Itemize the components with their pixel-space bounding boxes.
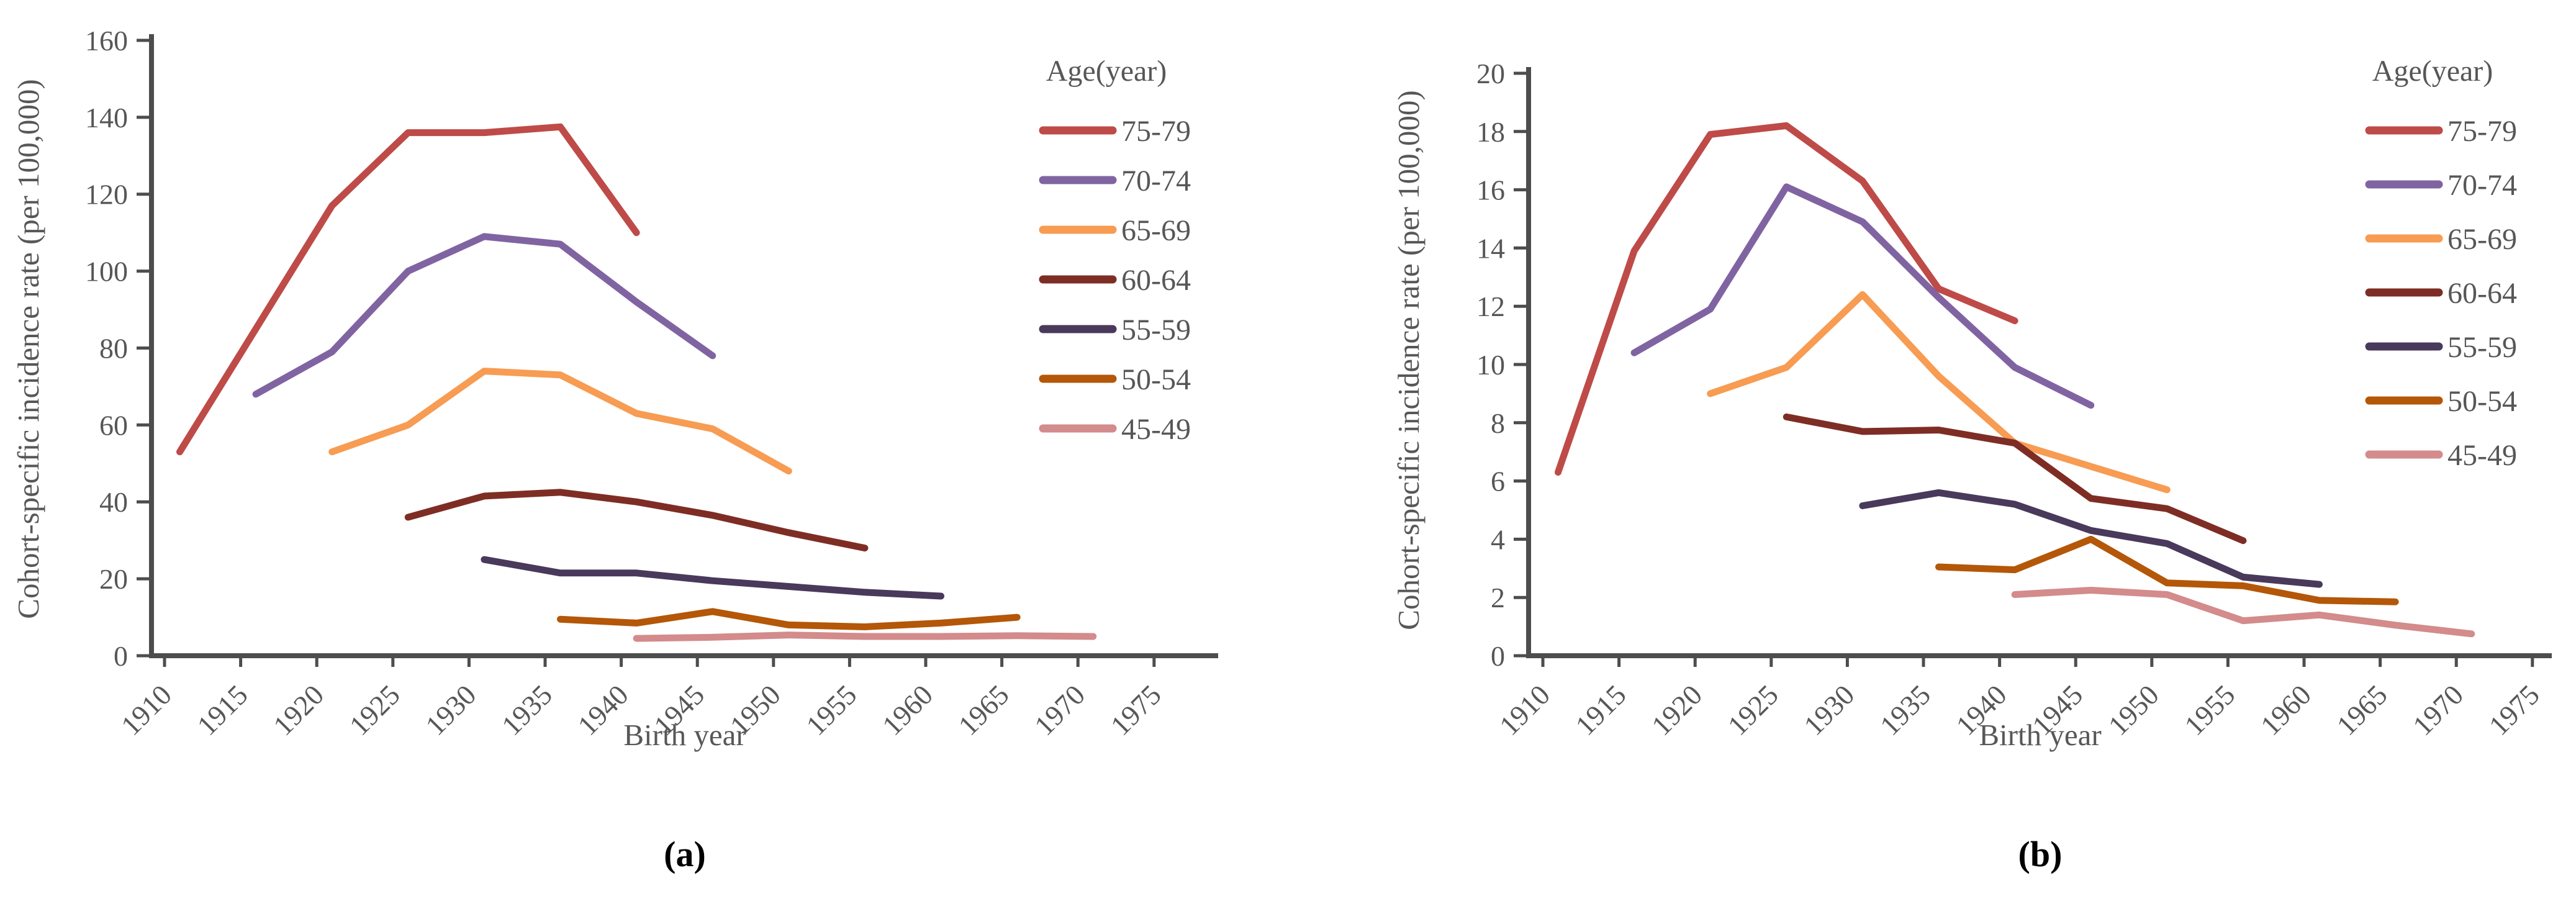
series-line-45-49 (633, 632, 1097, 642)
y-axis-tick-label: 6 (1491, 466, 1505, 497)
x-axis-tick-label: 1970 (2407, 679, 2469, 741)
series-line-75-79 (176, 123, 640, 456)
x-axis-tick-label: 1955 (800, 679, 862, 741)
x-axis-tick-label: 1970 (1028, 679, 1091, 741)
x-axis-tick-label: 1925 (343, 679, 406, 741)
legend-label-55-59: 55-59 (2447, 331, 2517, 364)
legend-label-50-54: 50-54 (1121, 363, 1191, 396)
x-axis-tick-label: 1935 (495, 679, 558, 741)
panel-b-x-axis-title: Birth year (1979, 718, 2101, 752)
legend-label-70-74: 70-74 (1121, 165, 1191, 197)
x-axis-tick-label: 1930 (419, 679, 482, 741)
x-axis-tick-label: 1910 (1493, 679, 1556, 741)
panel-b-y-axis-title: Cohort-specific incidence rate (per 100,… (1391, 90, 1426, 630)
y-axis-tick-label: 140 (85, 102, 128, 134)
panel-b-plot: 0 2 4 6 8 10 12 14 16 18 20 1910 1915 1920 1925 1930 193… (1476, 58, 2552, 741)
x-axis-tick-label: 1955 (2178, 679, 2241, 741)
x-axis-tick-label: 1960 (2254, 679, 2317, 741)
legend-label-70-74: 70-74 (2447, 169, 2517, 202)
y-axis-tick-label: 10 (1476, 349, 1505, 381)
x-axis-tick-label: 1975 (1105, 679, 1167, 741)
panel-a-legend-title: Age(year) (1046, 55, 1167, 88)
series-line-60-64 (1783, 413, 2247, 545)
series-line-45-49 (2011, 587, 2475, 638)
y-axis-tick-label: 12 (1476, 291, 1505, 322)
x-axis-tick-label: 1950 (2102, 679, 2165, 741)
y-axis-tick-label: 14 (1476, 232, 1505, 264)
y-axis-tick-label: 16 (1476, 174, 1505, 206)
legend-label-45-49: 45-49 (2447, 439, 2517, 472)
legend-label-60-64: 60-64 (2447, 277, 2517, 310)
y-axis-tick-label: 100 (85, 256, 128, 288)
legend-label-75-79: 75-79 (2447, 115, 2517, 148)
x-axis-tick-label: 1930 (1797, 679, 1860, 741)
series-line-55-59 (481, 556, 944, 600)
series-line-70-74 (1630, 183, 2095, 409)
legend-label-65-69: 65-69 (1121, 214, 1191, 247)
x-axis-tick-label: 1920 (1645, 679, 1708, 741)
x-axis-tick-label: 1965 (2331, 679, 2393, 741)
x-axis-tick-label: 1935 (1874, 679, 1937, 741)
panel-a-y-axis-title: Cohort-specific incidence rate (per 100,… (11, 79, 45, 618)
series-line-65-69 (328, 368, 792, 475)
panel-a-x-axis-title: Birth year (623, 718, 746, 752)
panel-a-label: (a) (664, 834, 706, 874)
legend-label-65-69: 65-69 (2447, 223, 2517, 256)
x-axis-tick-label: 1910 (115, 679, 178, 741)
x-axis-tick-label: 1915 (191, 679, 254, 741)
series-line-65-69 (1707, 291, 2171, 494)
y-axis-tick-label: 0 (1491, 640, 1505, 672)
legend-label-75-79: 75-79 (1121, 115, 1191, 148)
panel-b-label: (b) (2018, 834, 2063, 874)
series-line-75-79 (1555, 122, 2018, 476)
y-axis-tick-label: 8 (1491, 407, 1505, 439)
legend-label-45-49: 45-49 (1121, 413, 1191, 446)
y-axis-tick-label: 80 (99, 332, 128, 364)
x-axis-tick-label: 1925 (1722, 679, 1784, 741)
panel-b-legend-title: Age(year) (2372, 55, 2493, 88)
series-line-60-64 (404, 489, 869, 552)
series-line-55-59 (1859, 489, 2323, 588)
x-axis-tick-label: 1975 (2483, 679, 2546, 741)
series-line-50-54 (557, 608, 1021, 630)
y-axis-tick-label: 2 (1491, 582, 1505, 613)
y-axis-tick-label: 160 (85, 25, 128, 57)
y-axis-tick-label: 40 (99, 486, 128, 518)
series-line-70-74 (252, 233, 716, 398)
x-axis-tick-label: 1915 (1570, 679, 1632, 741)
x-axis-tick-label: 1965 (952, 679, 1015, 741)
y-axis-tick-label: 60 (99, 409, 128, 441)
x-axis-tick-label: 1920 (267, 679, 330, 741)
x-axis-tick-label: 1960 (876, 679, 939, 741)
y-axis-tick-label: 18 (1476, 116, 1505, 148)
y-axis-tick-label: 20 (1476, 58, 1505, 89)
legend-label-50-54: 50-54 (2447, 385, 2517, 418)
y-axis-tick-label: 20 (99, 563, 128, 595)
legend-label-60-64: 60-64 (1121, 264, 1191, 297)
legend-label-55-59: 55-59 (1121, 314, 1191, 346)
y-axis-tick-label: 120 (85, 179, 128, 211)
y-axis-tick-label: 0 (114, 640, 128, 672)
series-line-50-54 (1935, 535, 2399, 605)
y-axis-tick-label: 4 (1491, 523, 1505, 555)
